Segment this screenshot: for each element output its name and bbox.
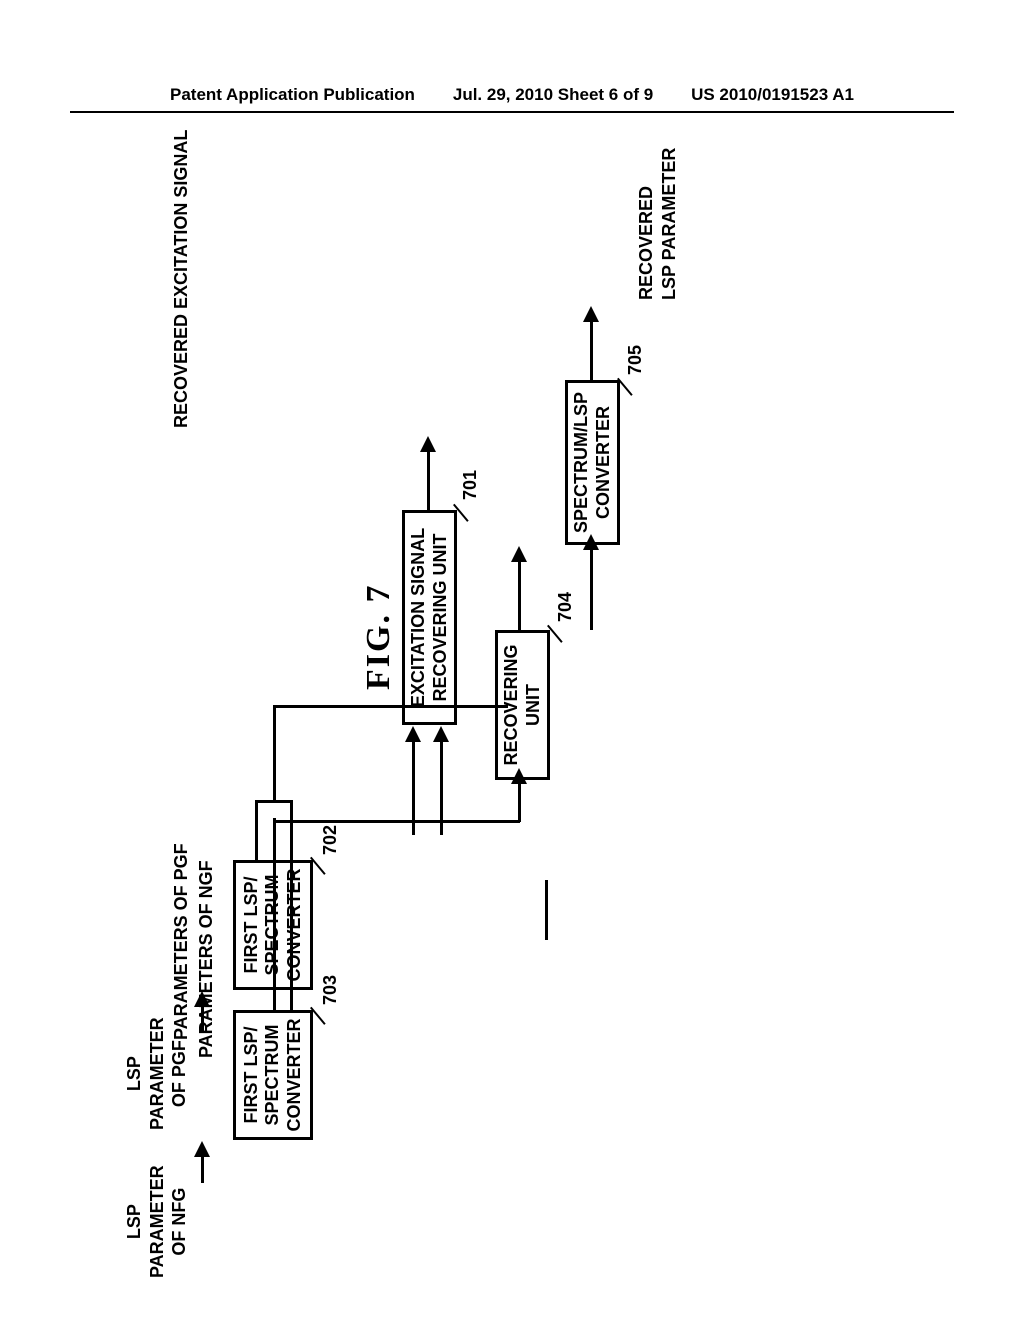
arrow-line	[273, 820, 520, 823]
arrow-head-icon	[511, 546, 527, 562]
label-recovered-lsp: RECOVERED LSP PARAMETER	[635, 148, 680, 300]
ref-702: 702	[320, 825, 341, 855]
arrow-head-icon	[420, 436, 436, 452]
label-recovered-excitation: RECOVERED EXCITATION SIGNAL	[170, 130, 193, 428]
arrow-line	[590, 320, 593, 380]
arrow-head-icon	[405, 726, 421, 742]
label-lsp-param-nfg: LSP PARAMETER OF NFG	[123, 1165, 191, 1278]
arrow-line	[255, 800, 258, 860]
arrow-line	[273, 705, 508, 708]
figure-title: FIG. 7	[360, 584, 398, 690]
box-excitation-recovering-unit: EXCITATION SIGNAL RECOVERING UNIT	[402, 510, 457, 725]
arrow-line	[518, 560, 521, 630]
arrow-line	[255, 800, 293, 803]
page: Patent Application Publication Jul. 29, …	[0, 0, 1024, 1320]
arrow-line	[201, 1005, 204, 1033]
arrow-head-icon	[433, 726, 449, 742]
arrow-head-icon	[583, 306, 599, 322]
arrow-line	[201, 1155, 204, 1183]
box-spectrum-lsp-converter: SPECTRUM/LSP CONVERTER	[565, 380, 620, 545]
patent-header: Patent Application Publication Jul. 29, …	[70, 85, 954, 113]
arrow-line	[290, 800, 293, 1010]
ref-704: 704	[555, 592, 576, 622]
header-center: Jul. 29, 2010 Sheet 6 of 9	[453, 85, 653, 105]
arrow-line	[590, 548, 593, 630]
ref-703: 703	[320, 975, 341, 1005]
arrow-line	[427, 450, 430, 510]
arrow-line	[273, 705, 276, 800]
label-params-pgf: PARAMETERS OF PGF	[170, 843, 193, 1040]
box-first-lsp-spectrum-converter-2: FIRST LSP/ SPECTRUM CONVERTER	[233, 1010, 313, 1140]
label-params-ngf: PARAMETERS OF NGF	[195, 860, 218, 1058]
arrow-line	[545, 880, 548, 940]
arrow-head-icon	[194, 1141, 210, 1157]
ref-701: 701	[460, 470, 481, 500]
header-left: Patent Application Publication	[170, 85, 415, 105]
arrow-head-icon	[194, 991, 210, 1007]
label-lsp-param-pgf: LSP PARAMETER OF PGF	[123, 1017, 191, 1130]
arrow-head-icon	[511, 768, 527, 784]
arrow-head-icon	[583, 534, 599, 550]
header-right: US 2010/0191523 A1	[691, 85, 854, 105]
arrow-line	[273, 820, 276, 860]
ref-705: 705	[625, 345, 646, 375]
arrow-line	[518, 782, 521, 822]
